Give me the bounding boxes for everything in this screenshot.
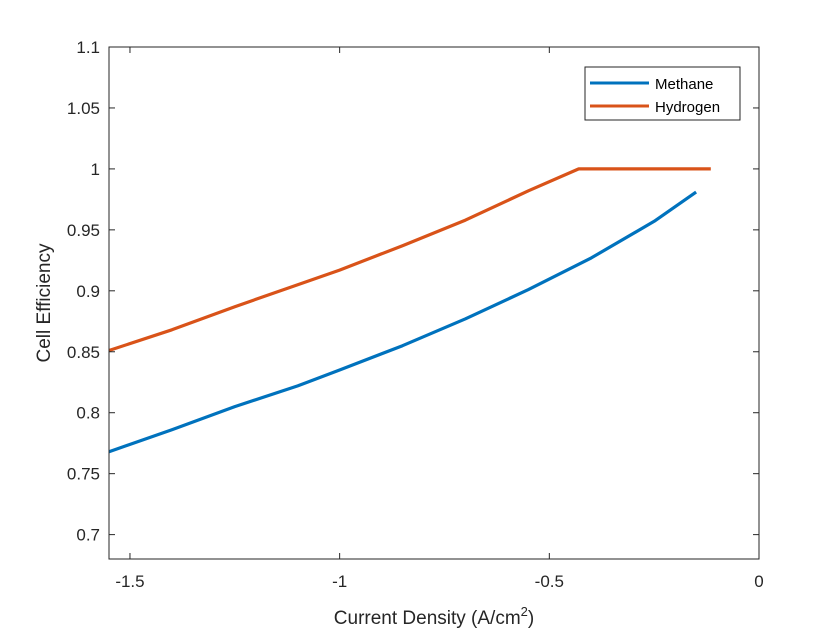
y-tick-label: 1.05 <box>67 99 100 118</box>
axes-box <box>108 46 760 560</box>
x-tick-label: -0.5 <box>535 572 564 591</box>
plot-area <box>109 47 759 559</box>
legend: Methane Hydrogen <box>584 66 741 121</box>
axes-frame <box>108 46 760 560</box>
legend-label-hydrogen: Hydrogen <box>655 99 720 116</box>
x-axis: -1.5 -1 -0.5 0 <box>115 47 764 591</box>
x-axis-title: Current Density (A/cm2) <box>334 604 534 629</box>
x-tick-label: -1 <box>332 572 347 591</box>
y-tick-label: 0.85 <box>67 343 100 362</box>
x-tick-label: 0 <box>754 572 763 591</box>
series-layer <box>108 167 711 454</box>
series-line-hydrogen <box>108 167 711 353</box>
x-tick-label: -1.5 <box>115 572 144 591</box>
series-line-methane <box>108 190 698 454</box>
y-tick-label: 0.8 <box>76 404 100 423</box>
x-axis-title-superscript: 2 <box>521 604 528 619</box>
y-tick-label: 0.75 <box>67 465 100 484</box>
y-tick-label: 0.9 <box>76 282 100 301</box>
y-axis: 0.7 0.75 0.8 0.85 0.9 0.95 1 1.05 1.1 <box>67 38 759 545</box>
legend-label-methane: Methane <box>655 76 713 93</box>
y-axis-title: Cell Efficiency <box>34 243 55 362</box>
y-tick-label: 0.7 <box>76 526 100 545</box>
legend-box <box>584 66 741 121</box>
y-tick-label: 0.95 <box>67 221 100 240</box>
y-tick-label: 1 <box>91 160 100 179</box>
y-tick-label: 1.1 <box>76 38 100 57</box>
